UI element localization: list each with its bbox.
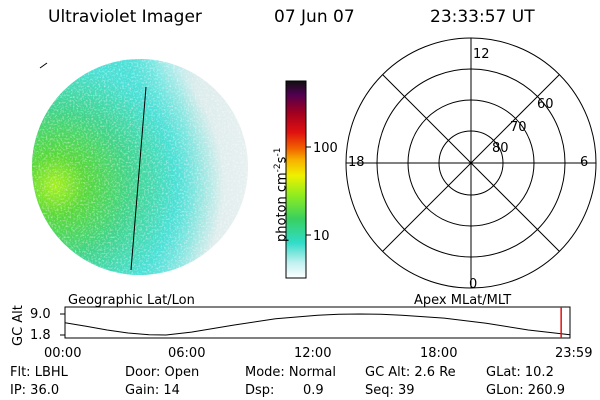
gc-alt-info: GC Alt: 2.6 Re bbox=[365, 365, 456, 380]
auroral-image-disk bbox=[32, 59, 248, 275]
mlt-label-12: 12 bbox=[473, 47, 490, 62]
time-tick-1800: 18:00 bbox=[420, 346, 458, 361]
altitude-axis-label: GC Alt bbox=[11, 305, 26, 346]
seq-info: Seq: 39 bbox=[365, 383, 415, 398]
mlat-label-60: 60 bbox=[537, 97, 554, 112]
dsp-label: Dsp: bbox=[245, 383, 275, 398]
colorbar-tick-label-100: 100 bbox=[313, 141, 338, 156]
terminator-line bbox=[130, 86, 147, 271]
time-tick-2359: 23:59 bbox=[555, 346, 593, 361]
mlt-label-0: 0 bbox=[469, 277, 478, 292]
apex-caption: Apex MLat/MLT bbox=[414, 293, 512, 308]
instrument-title: Ultraviolet Imager bbox=[48, 7, 202, 27]
alt-ytick-label-9: 9.0 bbox=[30, 307, 51, 322]
mode-info: Mode: Normal bbox=[245, 365, 336, 380]
filter-info: Flt: LBHL bbox=[10, 365, 68, 380]
colorbar-label: photon cm-2s-1 bbox=[273, 147, 290, 242]
altitude-curve bbox=[64, 313, 571, 336]
ip-info: IP: 36.0 bbox=[10, 383, 60, 398]
dsp-value: 0.9 bbox=[303, 383, 324, 398]
glat-info: GLat: 10.2 bbox=[486, 365, 554, 380]
geographic-caption: Geographic Lat/Lon bbox=[68, 293, 195, 308]
mlt-label-6: 6 bbox=[580, 155, 589, 170]
gain-info: Gain: 14 bbox=[125, 383, 180, 398]
mlat-label-70: 70 bbox=[510, 120, 527, 135]
glon-info: GLon: 260.9 bbox=[486, 383, 566, 398]
altitude-plot-frame bbox=[64, 306, 571, 339]
time-tick-0600: 06:00 bbox=[168, 346, 206, 361]
mlt-label-18: 18 bbox=[348, 155, 365, 170]
mlat-label-80: 80 bbox=[492, 141, 509, 156]
polar-ring-70 bbox=[407, 99, 535, 227]
alt-ytick-label-1.8: 1.8 bbox=[30, 328, 51, 343]
door-info: Door: Open bbox=[125, 365, 200, 380]
observation-time: 23:33:57 UT bbox=[430, 7, 535, 27]
observation-date: 07 Jun 07 bbox=[274, 7, 355, 27]
time-tick-0000: 00:00 bbox=[44, 346, 82, 361]
polar-ring-50 bbox=[345, 37, 597, 289]
time-tick-1200: 12:00 bbox=[294, 346, 332, 361]
colorbar-tick-label-10: 10 bbox=[313, 229, 330, 244]
